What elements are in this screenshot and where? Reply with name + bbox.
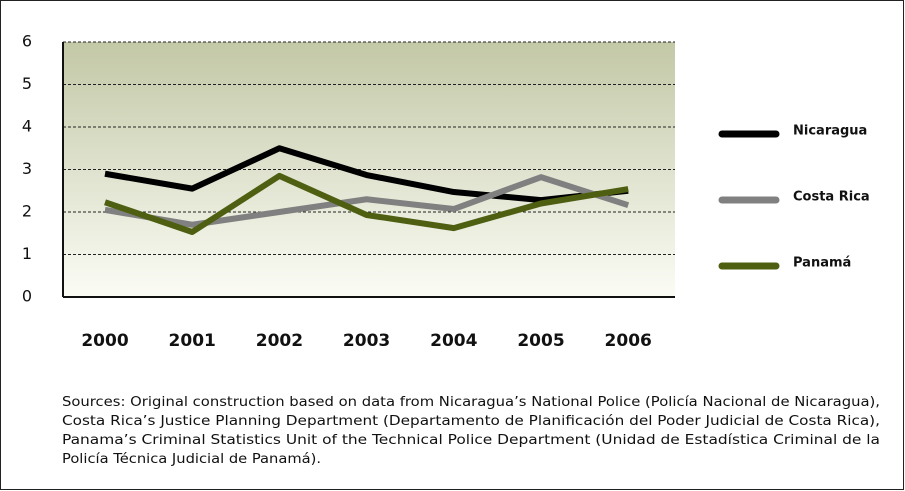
x-tick-label: 2003: [343, 331, 390, 351]
series-line: [104, 172, 629, 235]
y-tick-label: 3: [22, 159, 32, 178]
legend-label: Nicaragua: [793, 124, 867, 139]
series-line: [104, 145, 629, 204]
source-note: Panama’s Criminal Statistics Unit of the…: [62, 433, 880, 448]
y-tick-label: 0: [22, 287, 32, 306]
source-note: Sources: Original construction based on …: [62, 395, 880, 410]
series-line: [104, 174, 630, 228]
y-tick-label: 1: [22, 244, 32, 263]
x-tick-label: 2000: [81, 331, 128, 351]
x-tick-label: 2004: [430, 331, 477, 351]
x-tick-label: 2002: [256, 331, 303, 351]
y-tick-label: 4: [22, 117, 32, 136]
x-tick-label: 2001: [169, 331, 216, 351]
legend-label: Panamá: [793, 256, 851, 271]
source-note: Costa Rica’s Justice Planning Department…: [62, 414, 880, 429]
x-tick-label: 2006: [605, 331, 652, 351]
legend-label: Costa Rica: [793, 190, 870, 205]
y-tick-label: 5: [22, 74, 32, 93]
source-note: Policía Técnica Judicial de Panamá).: [62, 452, 321, 467]
x-tick-label: 2005: [517, 331, 564, 351]
y-tick-label: 2: [22, 202, 32, 221]
y-tick-label: 6: [22, 32, 32, 51]
